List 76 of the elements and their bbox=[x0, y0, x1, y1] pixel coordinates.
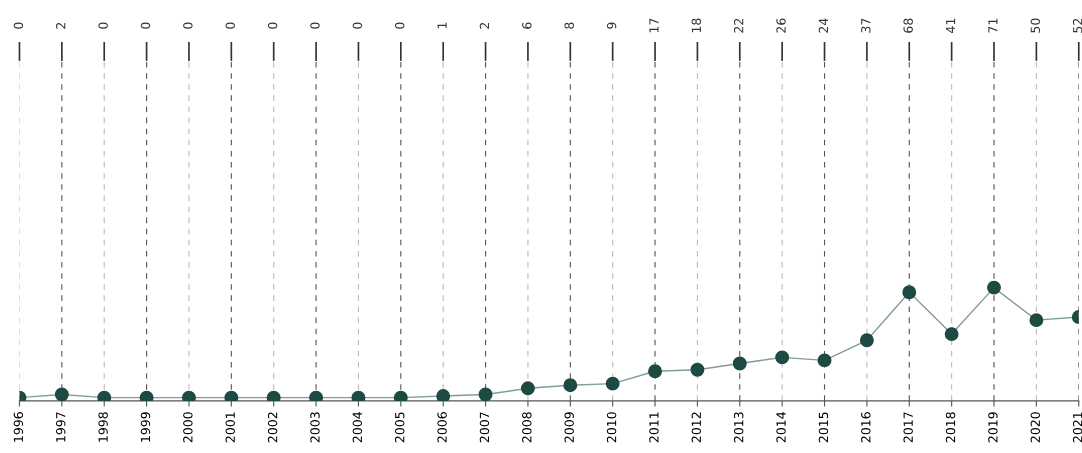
point bbox=[478, 387, 493, 401]
data-label: 17 bbox=[649, 18, 659, 33]
data-label: 9 bbox=[606, 22, 617, 29]
x-tick-label: 1996 bbox=[13, 412, 24, 442]
data-label: 50 bbox=[1030, 18, 1041, 33]
point bbox=[902, 285, 917, 300]
data-label: 0 bbox=[394, 22, 405, 29]
x-tick-label: 2017 bbox=[903, 412, 913, 443]
x-tick-label: 2019 bbox=[988, 412, 998, 443]
data-label: 41 bbox=[945, 18, 956, 33]
point bbox=[859, 333, 874, 348]
x-tick-label: 1999 bbox=[140, 412, 151, 442]
point bbox=[690, 362, 705, 377]
x-tick-label: 2021 bbox=[1072, 412, 1082, 443]
x-tick-label: 1997 bbox=[56, 412, 66, 442]
data-label: 2 bbox=[479, 22, 490, 29]
point bbox=[436, 389, 451, 401]
point bbox=[54, 387, 69, 401]
point bbox=[775, 350, 790, 365]
data-label: 0 bbox=[310, 22, 320, 29]
x-tick-label: 2009 bbox=[564, 412, 574, 443]
data-label: 71 bbox=[988, 18, 998, 33]
data-label: 24 bbox=[818, 18, 828, 33]
data-label: 0 bbox=[98, 22, 108, 29]
data-label: 6 bbox=[522, 22, 532, 29]
point bbox=[351, 390, 366, 401]
point bbox=[648, 364, 662, 379]
point bbox=[987, 280, 1001, 295]
data-label: 26 bbox=[776, 18, 786, 33]
data-label: 22 bbox=[733, 18, 744, 33]
point bbox=[944, 327, 959, 342]
data-label: 0 bbox=[352, 22, 363, 29]
data-label: 52 bbox=[1072, 18, 1082, 33]
x-tick-label: 2011 bbox=[649, 412, 659, 443]
data-label: 0 bbox=[140, 22, 151, 29]
data-label: 68 bbox=[903, 18, 913, 33]
x-tick-label: 2013 bbox=[733, 412, 744, 443]
x-tick-label: 2016 bbox=[861, 412, 871, 443]
x-tick-label: 2012 bbox=[691, 412, 702, 443]
x-tick-label: 2003 bbox=[310, 412, 320, 443]
data-label: 8 bbox=[564, 22, 574, 29]
point bbox=[520, 381, 535, 396]
data-label: 0 bbox=[225, 22, 235, 29]
x-tick-label: 2001 bbox=[225, 412, 235, 443]
point bbox=[266, 390, 281, 401]
x-tick-label: 2018 bbox=[945, 412, 956, 443]
data-label: 18 bbox=[691, 18, 702, 33]
x-tick-label: 2007 bbox=[479, 412, 490, 443]
point bbox=[563, 378, 578, 393]
x-tick-label: 2004 bbox=[352, 412, 363, 443]
point bbox=[224, 390, 239, 401]
x-tick-label: 2020 bbox=[1030, 412, 1041, 443]
data-label: 0 bbox=[13, 22, 24, 29]
x-tick-label: 2005 bbox=[394, 412, 405, 443]
point bbox=[309, 390, 324, 401]
x-tick-label: 2000 bbox=[183, 412, 193, 443]
data-label: 2 bbox=[56, 22, 66, 29]
x-tick-label: 1998 bbox=[98, 412, 108, 442]
data-label: 37 bbox=[861, 18, 871, 33]
point bbox=[139, 390, 154, 401]
x-tick-label: 2015 bbox=[818, 412, 829, 443]
x-tick-label: 2014 bbox=[776, 412, 786, 443]
data-label: 1 bbox=[437, 22, 447, 29]
point bbox=[393, 390, 408, 401]
point bbox=[1029, 313, 1044, 328]
x-tick-label: 2006 bbox=[437, 412, 447, 443]
point bbox=[182, 390, 196, 401]
point bbox=[732, 356, 747, 371]
x-tick-label: 2002 bbox=[267, 412, 278, 443]
data-label: 0 bbox=[183, 22, 193, 29]
point bbox=[817, 353, 832, 368]
point bbox=[97, 390, 112, 401]
x-tick-label: 2010 bbox=[606, 412, 617, 443]
data-label: 0 bbox=[267, 22, 278, 29]
x-tick-label: 2008 bbox=[522, 412, 532, 443]
point bbox=[605, 376, 620, 391]
